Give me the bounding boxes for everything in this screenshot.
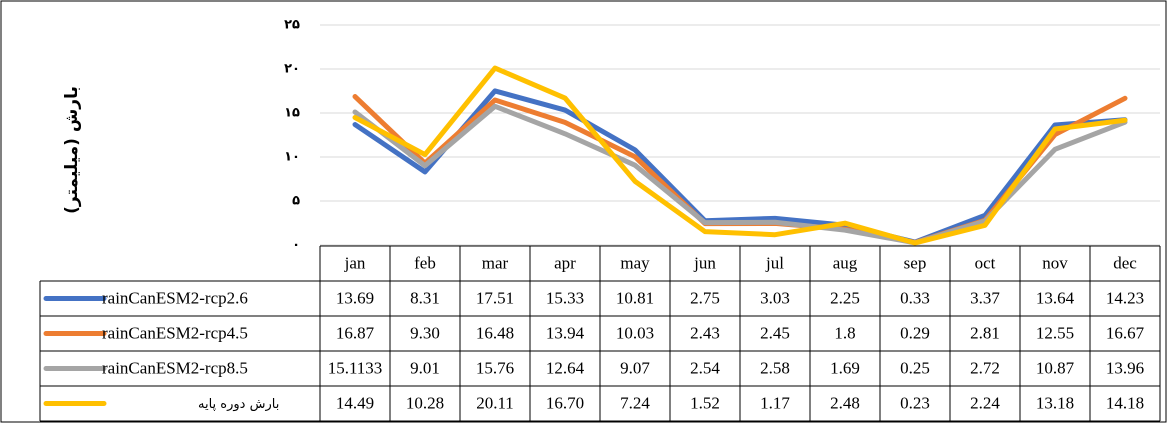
table-value: 20.11 [476,393,514,412]
table-value: 14.18 [1106,393,1144,412]
table-value: 13.18 [1036,393,1074,412]
table-value: 3.37 [970,288,1000,307]
x-tick-label: apr [554,253,576,272]
legend-label: rainCanESM2-rcp4.5 [102,323,248,342]
x-tick-label: nov [1042,253,1068,272]
table-value: 7.24 [620,393,650,412]
table-value: 2.48 [830,393,860,412]
table-value: 10.03 [616,323,654,342]
series-line [352,103,1128,246]
x-tick-label: jul [765,253,784,272]
table-value: 16.70 [546,393,584,412]
table-value: 16.48 [476,323,514,342]
table-value: 14.23 [1106,288,1144,307]
table-value: 8.31 [410,288,440,307]
y-tick-label: ۰ [292,238,300,253]
table-value: 10.87 [1036,358,1075,377]
table-value: 1.8 [834,323,855,342]
table-value: 2.54 [690,358,720,377]
table-value: 13.94 [546,323,585,342]
table-value: 9.07 [620,358,650,377]
table-value: 16.87 [336,323,375,342]
table-value: 2.75 [690,288,720,307]
table-value: 15.33 [546,288,584,307]
table-value: 2.24 [970,393,1000,412]
y-tick-label: ۲۵ [284,18,300,33]
table-value: 2.45 [760,323,790,342]
table-value: 2.25 [830,288,860,307]
legend-label: rainCanESM2-rcp2.6 [102,288,248,307]
x-tick-label: may [620,253,650,272]
table-value: 0.23 [900,393,930,412]
table-value: 0.29 [900,323,930,342]
table-value: 1.69 [830,358,860,377]
x-tick-label: jan [344,253,366,272]
table-value: 13.64 [1036,288,1075,307]
y-tick-label: ۲۰ [284,62,300,77]
table-value: 1.52 [690,393,720,412]
table-value: 15.76 [476,358,514,377]
series-line [352,88,1128,245]
table-value: 9.30 [410,323,440,342]
x-tick-label: feb [414,253,436,272]
table-value: 12.55 [1036,323,1074,342]
table-value: 1.17 [760,393,790,412]
x-tick-label: jun [693,253,716,272]
table-value: 9.01 [410,358,440,377]
x-tick-label: dec [1113,253,1137,272]
table-value: 0.33 [900,288,930,307]
table-value: 16.67 [1106,323,1145,342]
table-value: 0.25 [900,358,930,377]
y-axis-title: بارش (میلیمتر) [62,86,82,214]
x-tick-label: mar [482,253,509,272]
table-value: 2.72 [970,358,1000,377]
table-value: 2.81 [970,323,1000,342]
y-tick-label: ۵ [292,194,300,209]
table-value: 2.43 [690,323,720,342]
series-line [352,65,1128,246]
x-tick-label: sep [904,253,927,272]
legend-label: rainCanESM2-rcp8.5 [102,358,248,377]
table-value: 2.58 [760,358,790,377]
table-value: 10.81 [616,288,654,307]
table-value: 12.64 [546,358,585,377]
table-value: 13.96 [1106,358,1144,377]
y-tick-label: ۱۵ [284,106,300,121]
table-value: 15.1133 [328,358,383,377]
x-tick-label: aug [833,253,858,272]
x-tick-label: oct [975,253,996,272]
table-value: 3.03 [760,288,790,307]
legend-label: بارش دوره پایه [198,397,279,412]
table-value: 10.28 [406,393,444,412]
table-value: 13.69 [336,288,374,307]
table-value: 14.49 [336,393,374,412]
y-tick-label: ۱۰ [284,150,300,165]
table-value: 17.51 [476,288,514,307]
